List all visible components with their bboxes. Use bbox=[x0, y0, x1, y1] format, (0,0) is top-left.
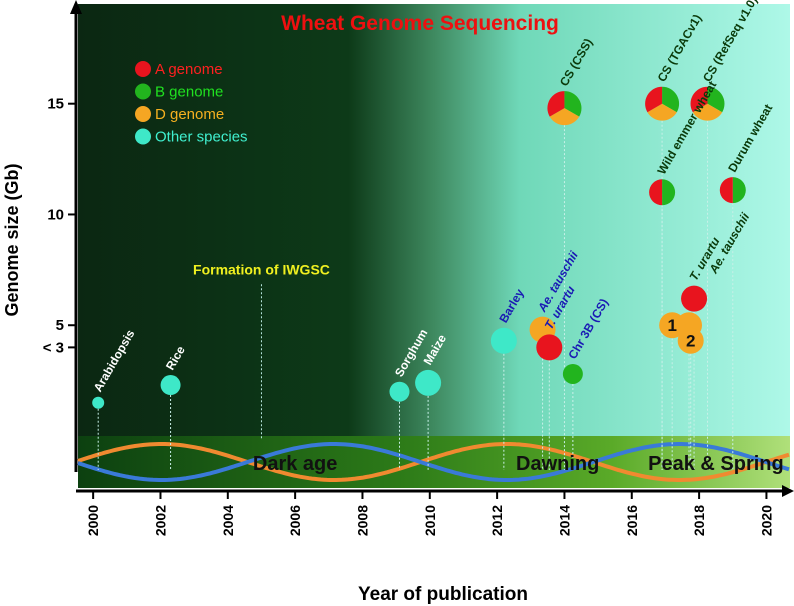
y-tick-label: 15 bbox=[47, 96, 64, 113]
y-tick-label: 5 bbox=[56, 317, 64, 334]
point-stems bbox=[97, 120, 734, 470]
era-label: Dawning bbox=[516, 453, 599, 475]
legend-marker-a bbox=[135, 61, 151, 77]
x-tick-label: 2012 bbox=[489, 505, 505, 536]
x-tick-label: 2010 bbox=[422, 505, 438, 536]
x-tick-label: 2020 bbox=[758, 505, 774, 536]
pie-slice-b bbox=[732, 177, 746, 204]
x-tick-label: 2016 bbox=[624, 505, 640, 536]
pie-slice-d bbox=[692, 103, 723, 121]
annotations: Formation of IWGSC bbox=[193, 261, 330, 440]
x-axis-label: Year of publication bbox=[358, 584, 528, 605]
x-tick-label: 2006 bbox=[287, 505, 303, 536]
plot-background bbox=[78, 4, 790, 436]
point-marker bbox=[562, 363, 583, 384]
pie-slice-a bbox=[719, 177, 733, 204]
era-label: Dark age bbox=[253, 453, 338, 475]
point-marker bbox=[490, 327, 517, 354]
pie-slice-a bbox=[690, 86, 708, 113]
y-axis-arrow-icon bbox=[70, 0, 82, 14]
point-marker bbox=[92, 396, 105, 409]
pie-slice-b bbox=[662, 179, 676, 206]
pie-slice-a bbox=[649, 179, 663, 206]
data-point: 1 bbox=[659, 312, 686, 339]
point-marker bbox=[415, 369, 442, 396]
legend-marker-o bbox=[135, 128, 151, 145]
pie-slice-d bbox=[549, 108, 580, 126]
y-tick-label: < 3 bbox=[43, 339, 64, 356]
legend-marker-b bbox=[135, 83, 151, 100]
chart-title: Wheat Genome Sequencing bbox=[281, 12, 559, 35]
legend-label: D genome bbox=[155, 106, 224, 123]
era-label: Peak & Spring bbox=[648, 453, 784, 475]
x-tick-label: 2018 bbox=[691, 505, 707, 536]
data-point: 2 bbox=[677, 327, 704, 354]
legend-label: B genome bbox=[155, 84, 223, 101]
pie-slice-d bbox=[647, 103, 677, 121]
legend: A genome B genome D genome Other species bbox=[135, 61, 248, 146]
y-axis-ticks: 5 10 15 < 3 bbox=[43, 96, 76, 356]
point-marker bbox=[677, 327, 704, 354]
x-tick-label: 2014 bbox=[556, 505, 572, 536]
pie-slice-b bbox=[662, 86, 680, 113]
x-axis-arrow-icon bbox=[782, 485, 794, 497]
pie-slice-b bbox=[707, 86, 725, 113]
era-labels: Dark age Dawning Peak & Spring bbox=[253, 453, 784, 475]
x-tick-label: 2004 bbox=[220, 505, 236, 536]
x-axis-ticks: 2000 2002 2004 2006 2008 2010 2012 2014 2016 2018… bbox=[85, 491, 774, 536]
point-marker bbox=[681, 285, 708, 312]
x-tick-label: 2008 bbox=[354, 505, 370, 536]
pie-slice-a bbox=[645, 86, 663, 113]
point-badge: 1 bbox=[667, 316, 676, 335]
x-tick-label: 2002 bbox=[152, 505, 168, 536]
point-marker bbox=[160, 375, 181, 396]
y-axis-label: Genome size (Gb) bbox=[2, 163, 22, 316]
point-marker bbox=[389, 381, 410, 402]
point-marker bbox=[536, 334, 563, 361]
era-wave-orange bbox=[77, 442, 790, 482]
x-tick-label: 2000 bbox=[85, 505, 101, 536]
y-tick-label: 10 bbox=[47, 206, 64, 223]
point-marker bbox=[659, 312, 686, 339]
pie-slice-a bbox=[547, 91, 565, 117]
legend-marker-d bbox=[135, 106, 151, 122]
era-wave-blue bbox=[77, 442, 790, 482]
point-badge: 2 bbox=[686, 332, 695, 351]
legend-label: Other species bbox=[155, 129, 248, 146]
pie-slice-b bbox=[564, 91, 582, 117]
annotation-label: Formation of IWGSC bbox=[193, 261, 330, 277]
legend-label: A genome bbox=[155, 61, 223, 78]
